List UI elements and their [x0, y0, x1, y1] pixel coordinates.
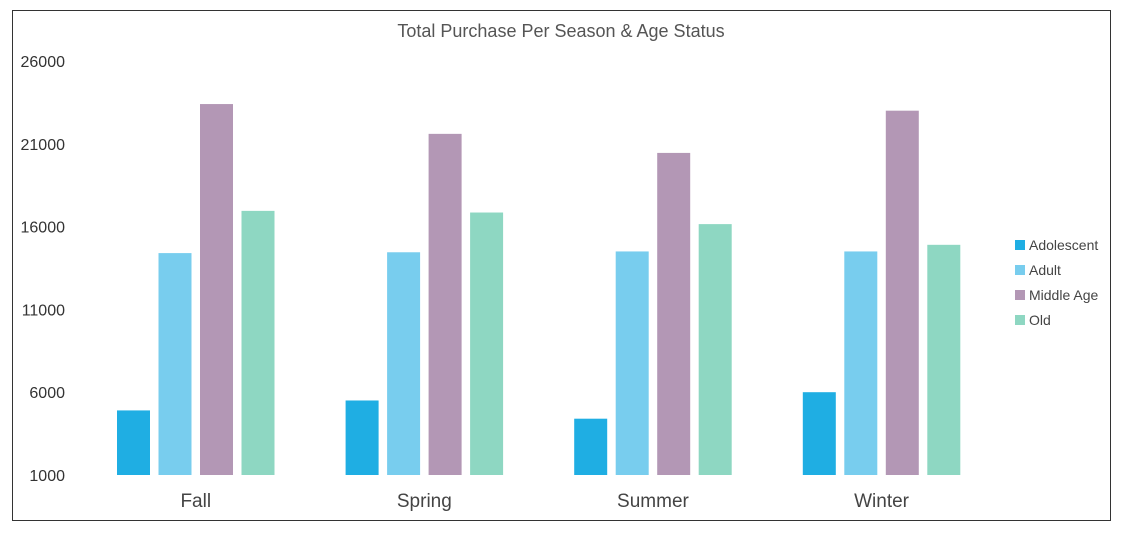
bar-middle-age-winter	[885, 110, 919, 476]
y-tick-label: 11000	[22, 302, 65, 319]
chart-title: Total Purchase Per Season & Age Status	[397, 21, 724, 41]
legend: Adolescent Adult Middle Age Old	[1015, 237, 1098, 328]
y-tick-label: 21000	[21, 137, 66, 154]
legend-label: Old	[1029, 312, 1051, 328]
legend-label: Middle Age	[1029, 287, 1098, 303]
y-tick-label: 16000	[21, 220, 66, 237]
bar-adolescent-fall	[117, 410, 150, 475]
bar-adult-spring	[387, 252, 421, 475]
y-tick-label: 26000	[21, 54, 66, 71]
bar-old-spring	[470, 212, 504, 476]
y-tick-label: 6000	[29, 385, 65, 402]
bar-old-fall	[241, 210, 275, 476]
bar-middle-age-summer	[657, 152, 691, 475]
legend-swatch	[1015, 290, 1025, 300]
bar-adult-fall	[158, 253, 192, 475]
bar-series	[117, 104, 961, 476]
bar-old-winter	[927, 244, 961, 475]
legend-label: Adult	[1029, 262, 1061, 278]
x-category-label: Fall	[180, 491, 211, 512]
bar-adolescent-spring	[345, 400, 379, 475]
bar-middle-age-spring	[428, 133, 462, 475]
legend-swatch	[1015, 240, 1025, 250]
x-category-label: Summer	[617, 491, 689, 512]
x-axis-category-labels: Fall Spring Summer Winter	[180, 491, 909, 512]
y-axis-tick-labels: 1000 6000 11000 16000 21000 26000	[21, 54, 66, 485]
bar-adolescent-winter	[802, 392, 836, 475]
bar-old-summer	[698, 224, 732, 475]
legend-label: Adolescent	[1029, 237, 1098, 253]
y-tick-label: 1000	[29, 468, 65, 485]
legend-swatch	[1015, 315, 1025, 325]
x-category-label: Spring	[397, 491, 452, 512]
bar-middle-age-fall	[200, 104, 233, 475]
legend-swatch	[1015, 265, 1025, 275]
x-category-label: Winter	[854, 491, 910, 512]
bar-adolescent-summer	[574, 418, 608, 475]
bar-adult-summer	[615, 251, 649, 475]
bar-adult-winter	[844, 251, 878, 475]
